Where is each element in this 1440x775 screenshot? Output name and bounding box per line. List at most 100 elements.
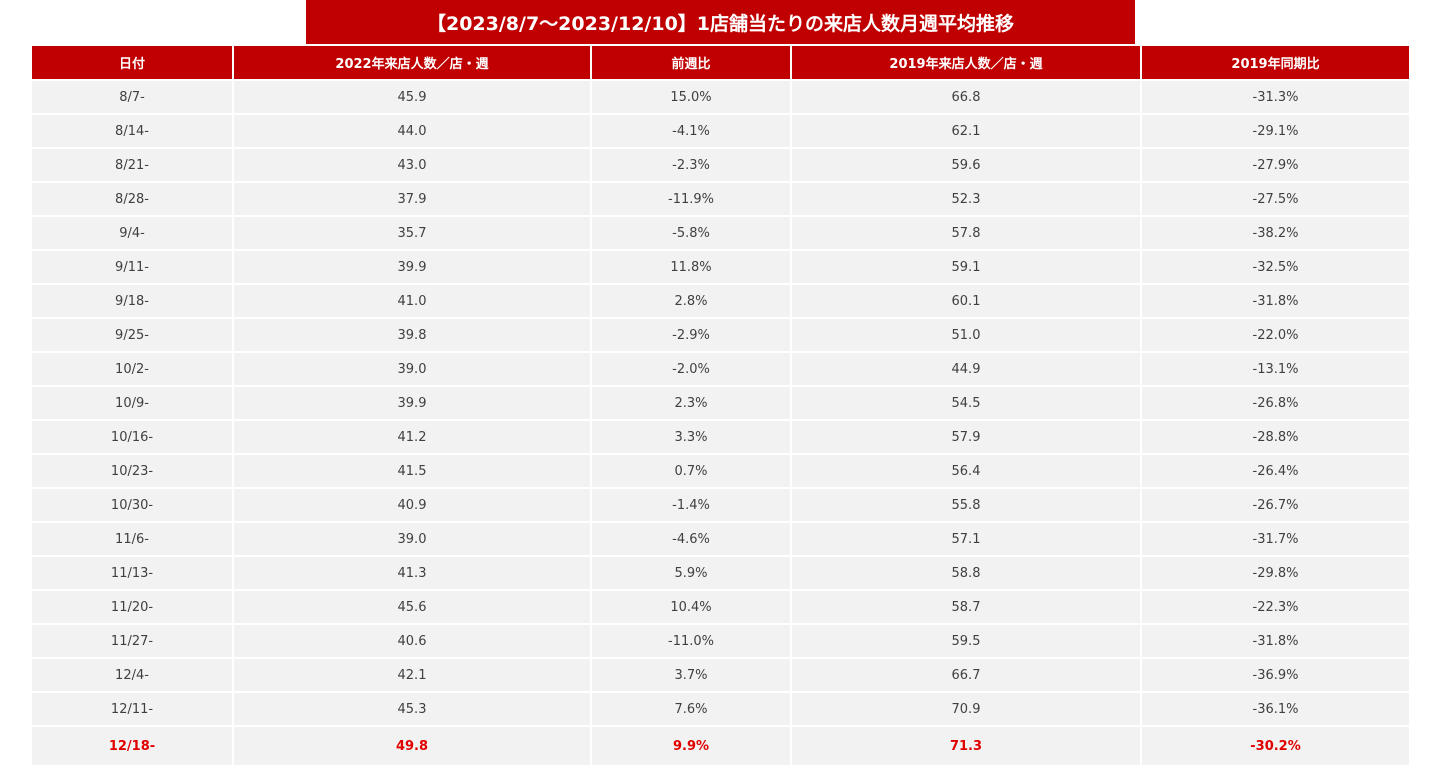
- visitors-2022-cell: 39.0: [232, 351, 590, 385]
- visitors-2022-cell: 41.5: [232, 453, 590, 487]
- table-row: 10/23- 41.5 0.7% 56.4 -26.4%: [32, 453, 1409, 487]
- table-row: 10/9- 39.9 2.3% 54.5 -26.8%: [32, 385, 1409, 419]
- visitors-2019-cell: 66.8: [790, 79, 1140, 113]
- wow-cell: -5.8%: [590, 215, 790, 249]
- visitors-2022-cell: 44.0: [232, 113, 590, 147]
- wow-cell: 2.3%: [590, 385, 790, 419]
- visitors-2019-cell: 59.5: [790, 623, 1140, 657]
- visitors-2022-cell: 43.0: [232, 147, 590, 181]
- table-row: 8/7- 45.9 15.0% 66.8 -31.3%: [32, 79, 1409, 113]
- visitors-2022-cell: 41.3: [232, 555, 590, 589]
- wow-cell: -4.1%: [590, 113, 790, 147]
- table-row: 10/30- 40.9 -1.4% 55.8 -26.7%: [32, 487, 1409, 521]
- visitors-2019-cell: 66.7: [790, 657, 1140, 691]
- table-row: 12/18- 49.8 9.9% 71.3 -30.2%: [32, 725, 1409, 765]
- table-row: 8/14- 44.0 -4.1% 62.1 -29.1%: [32, 113, 1409, 147]
- visitors-2019-cell: 58.8: [790, 555, 1140, 589]
- table-row: 9/11- 39.9 11.8% 59.1 -32.5%: [32, 249, 1409, 283]
- visitors-2022-cell: 49.8: [232, 725, 590, 765]
- header-date: 日付: [32, 46, 232, 79]
- table-row: 9/4- 35.7 -5.8% 57.8 -38.2%: [32, 215, 1409, 249]
- visitors-2019-cell: 59.1: [790, 249, 1140, 283]
- visitors-2019-cell: 71.3: [790, 725, 1140, 765]
- visitors-2022-cell: 41.0: [232, 283, 590, 317]
- date-cell: 8/7-: [32, 79, 232, 113]
- table-row: 10/16- 41.2 3.3% 57.9 -28.8%: [32, 419, 1409, 453]
- wow-cell: -2.3%: [590, 147, 790, 181]
- table-row: 11/27- 40.6 -11.0% 59.5 -31.8%: [32, 623, 1409, 657]
- vs-2019-cell: -26.8%: [1140, 385, 1409, 419]
- visitors-2022-cell: 41.2: [232, 419, 590, 453]
- vs-2019-cell: -29.1%: [1140, 113, 1409, 147]
- header-week-over-week: 前週比: [590, 46, 790, 79]
- date-cell: 8/21-: [32, 147, 232, 181]
- vs-2019-cell: -31.8%: [1140, 283, 1409, 317]
- visitors-2022-cell: 39.9: [232, 249, 590, 283]
- visitors-2019-cell: 57.1: [790, 521, 1140, 555]
- table-row: 8/28- 37.9 -11.9% 52.3 -27.5%: [32, 181, 1409, 215]
- vs-2019-cell: -29.8%: [1140, 555, 1409, 589]
- wow-cell: 3.7%: [590, 657, 790, 691]
- wow-cell: 9.9%: [590, 725, 790, 765]
- visitors-2019-cell: 57.8: [790, 215, 1140, 249]
- table-row: 12/4- 42.1 3.7% 66.7 -36.9%: [32, 657, 1409, 691]
- wow-cell: 0.7%: [590, 453, 790, 487]
- date-cell: 11/27-: [32, 623, 232, 657]
- header-2022-visitors: 2022年来店人数／店・週: [232, 46, 590, 79]
- date-cell: 10/16-: [32, 419, 232, 453]
- visitors-2022-cell: 39.0: [232, 521, 590, 555]
- vs-2019-cell: -31.8%: [1140, 623, 1409, 657]
- date-cell: 11/13-: [32, 555, 232, 589]
- visitors-2019-cell: 51.0: [790, 317, 1140, 351]
- table-title: 【2023/8/7～2023/12/10】1店舗当たりの来店人数月週平均推移: [306, 0, 1135, 44]
- vs-2019-cell: -31.7%: [1140, 521, 1409, 555]
- visitors-2019-cell: 60.1: [790, 283, 1140, 317]
- wow-cell: 3.3%: [590, 419, 790, 453]
- visitors-2019-cell: 70.9: [790, 691, 1140, 725]
- vs-2019-cell: -13.1%: [1140, 351, 1409, 385]
- wow-cell: -4.6%: [590, 521, 790, 555]
- wow-cell: -11.0%: [590, 623, 790, 657]
- table-row: 9/25- 39.8 -2.9% 51.0 -22.0%: [32, 317, 1409, 351]
- wow-cell: 5.9%: [590, 555, 790, 589]
- wow-cell: -2.9%: [590, 317, 790, 351]
- date-cell: 12/4-: [32, 657, 232, 691]
- vs-2019-cell: -27.9%: [1140, 147, 1409, 181]
- date-cell: 10/2-: [32, 351, 232, 385]
- date-cell: 12/11-: [32, 691, 232, 725]
- visitors-2022-cell: 37.9: [232, 181, 590, 215]
- visitors-2022-cell: 45.3: [232, 691, 590, 725]
- visitors-2022-cell: 35.7: [232, 215, 590, 249]
- date-cell: 9/25-: [32, 317, 232, 351]
- vs-2019-cell: -32.5%: [1140, 249, 1409, 283]
- visitors-2022-cell: 45.9: [232, 79, 590, 113]
- table-body: 8/7- 45.9 15.0% 66.8 -31.3% 8/14- 44.0 -4.1% 62.…: [32, 79, 1409, 765]
- visitors-2019-cell: 44.9: [790, 351, 1140, 385]
- table-row: 9/18- 41.0 2.8% 60.1 -31.8%: [32, 283, 1409, 317]
- visitors-2022-cell: 40.9: [232, 487, 590, 521]
- vs-2019-cell: -38.2%: [1140, 215, 1409, 249]
- vs-2019-cell: -28.8%: [1140, 419, 1409, 453]
- date-cell: 8/28-: [32, 181, 232, 215]
- visitors-2022-cell: 39.9: [232, 385, 590, 419]
- visitors-2022-cell: 42.1: [232, 657, 590, 691]
- header-vs-2019: 2019年同期比: [1140, 46, 1409, 79]
- wow-cell: -11.9%: [590, 181, 790, 215]
- date-cell: 11/20-: [32, 589, 232, 623]
- visitors-2022-cell: 45.6: [232, 589, 590, 623]
- table-row: 12/11- 45.3 7.6% 70.9 -36.1%: [32, 691, 1409, 725]
- wow-cell: 10.4%: [590, 589, 790, 623]
- visitors-2019-cell: 55.8: [790, 487, 1140, 521]
- weekly-visitors-table: 日付 2022年来店人数／店・週 前週比 2019年来店人数／店・週 2019年…: [32, 46, 1409, 765]
- visitors-2019-cell: 52.3: [790, 181, 1140, 215]
- visitors-2019-cell: 59.6: [790, 147, 1140, 181]
- wow-cell: 7.6%: [590, 691, 790, 725]
- date-cell: 10/30-: [32, 487, 232, 521]
- table-row: 11/13- 41.3 5.9% 58.8 -29.8%: [32, 555, 1409, 589]
- wow-cell: -1.4%: [590, 487, 790, 521]
- visitors-2019-cell: 62.1: [790, 113, 1140, 147]
- visitors-2019-cell: 54.5: [790, 385, 1140, 419]
- vs-2019-cell: -36.9%: [1140, 657, 1409, 691]
- vs-2019-cell: -26.7%: [1140, 487, 1409, 521]
- table-row: 8/21- 43.0 -2.3% 59.6 -27.9%: [32, 147, 1409, 181]
